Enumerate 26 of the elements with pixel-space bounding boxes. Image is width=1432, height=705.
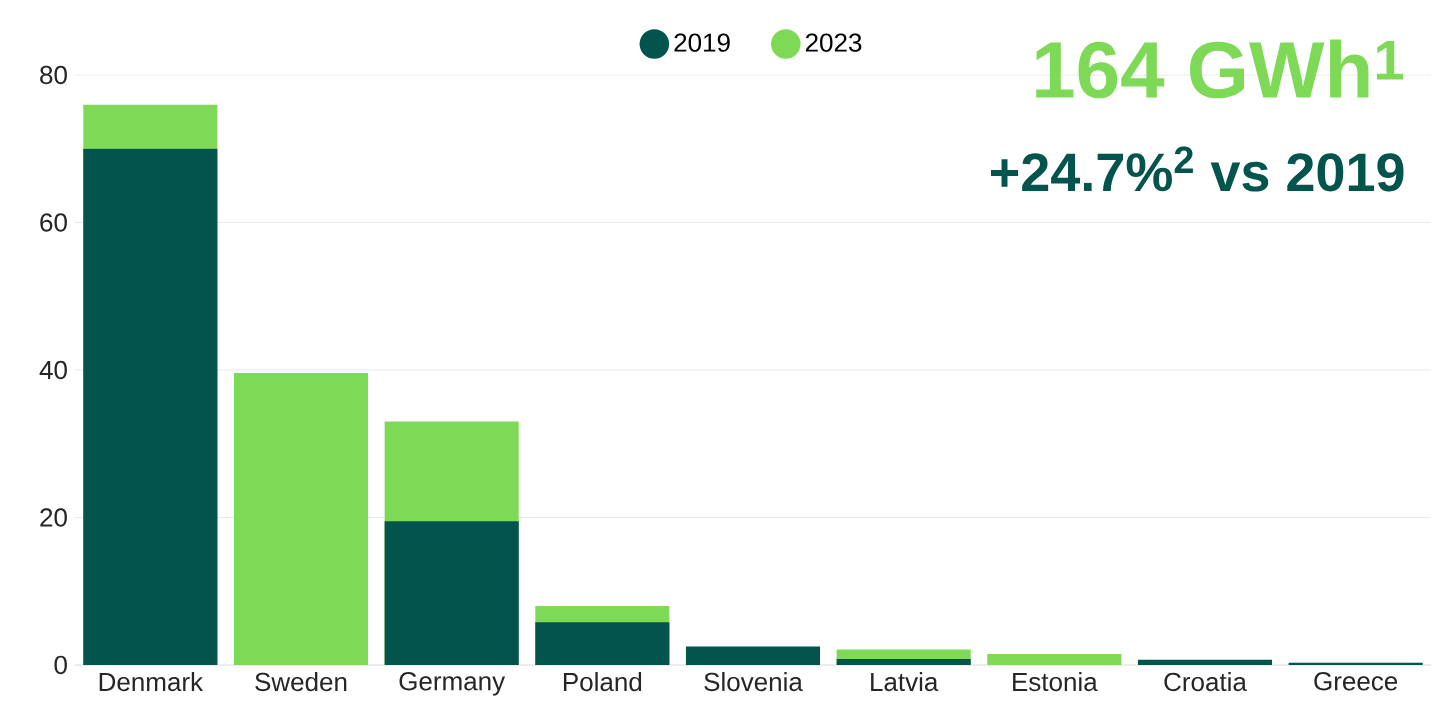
bar [535, 622, 670, 665]
legend-label: 2023 [805, 33, 862, 52]
bar [836, 659, 971, 665]
bar [1137, 659, 1273, 665]
y-tick-label: 0 [54, 655, 67, 675]
x-tick-label: Estonia [1013, 672, 1098, 692]
y-tick-label: 20 [40, 508, 67, 527]
x-tick-label: Poland [563, 672, 642, 692]
y-tick-label: 40 [39, 360, 67, 380]
bar [1288, 662, 1423, 665]
x-tick-label: Denmark [99, 672, 204, 692]
annotation: +24.7%$^{2}$ vs 2019 [990, 146, 1404, 192]
bar [987, 653, 1122, 665]
x-tick-label: Slovenia [704, 672, 803, 692]
x-tick-label: Croatia [1164, 672, 1247, 692]
x-tick-label: Greece [1314, 672, 1398, 691]
bar [384, 521, 519, 665]
bar [685, 646, 821, 665]
y-tick-label: 60 [40, 213, 67, 232]
x-tick-label: Germany [399, 672, 506, 696]
x-tick-label: Latvia [871, 672, 939, 692]
x-tick-label: Sweden [255, 672, 347, 692]
bar [233, 372, 369, 665]
y-tick-label: 80 [40, 65, 67, 85]
annotation: 164 GWh$^{1}$ [1036, 39, 1404, 99]
legend-label: 2019 [674, 33, 730, 52]
